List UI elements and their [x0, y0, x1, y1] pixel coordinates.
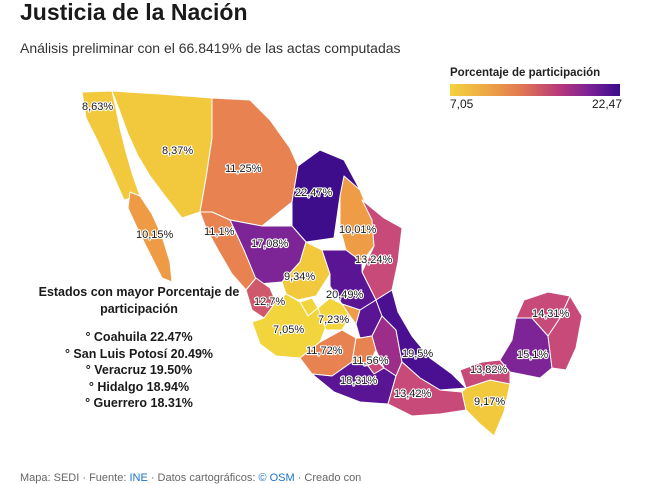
state-baja-california[interactable]	[81, 90, 141, 201]
osm-link[interactable]: © OSM	[258, 472, 295, 484]
page-title: Justicia de la Nación	[20, 0, 248, 25]
annotation-item: ° Veracruz 19.50%	[85, 363, 193, 377]
legend-title: Porcentaje de participación	[450, 67, 601, 79]
source-middle: · Datos cartográficos:	[147, 472, 259, 484]
annotation-title: Estados con mayor Porcentaje de particip…	[38, 285, 240, 316]
label-sonora: 8,37%	[162, 145, 193, 157]
top-states-annotation: Estados con mayor Porcentaje de particip…	[26, 284, 252, 412]
label-estado-de-mexico: 11,56%	[352, 355, 389, 367]
color-legend: Porcentaje de participación 7,05 22,47	[450, 67, 622, 111]
label-nayarit: 12,7%	[254, 296, 285, 308]
label-chihuahua: 11,25%	[225, 163, 262, 175]
label-guerrero: 18,31%	[340, 375, 378, 387]
label-michoacan: 11,72%	[306, 345, 343, 357]
annotation-item: ° Guerrero 18.31%	[85, 396, 193, 410]
label-quintana-roo: 14,31%	[532, 308, 570, 320]
label-san-luis-potosi: 20,49%	[326, 289, 364, 301]
legend-min-label: 7,05	[450, 97, 474, 111]
label-coahuila: 22,47%	[295, 187, 333, 199]
label-oaxaca: 13,42%	[394, 388, 432, 400]
label-jalisco: 7,05%	[273, 324, 304, 336]
label-aguascalientes: 7,23%	[318, 314, 349, 326]
state-quintana-roo[interactable]	[547, 295, 583, 371]
label-sinaloa: 11,1%	[204, 226, 235, 238]
source-suffix: · Creado con	[294, 472, 362, 484]
label-baja-california-sur: 10,15%	[136, 229, 174, 241]
state-chihuahua[interactable]	[199, 97, 299, 227]
label-chiapas: 9,17%	[474, 396, 505, 408]
label-veracruz: 19,5%	[402, 348, 433, 360]
state-oaxaca[interactable]	[387, 361, 467, 417]
page-subtitle: Análisis preliminar con el 66.8419% de l…	[20, 40, 401, 56]
annotation-item: ° Hidalgo 18.94%	[88, 379, 190, 394]
label-zacatecas: 9,34%	[284, 271, 315, 283]
legend-max-label: 22,47	[591, 97, 622, 111]
legend-gradient-bar	[450, 84, 620, 96]
annotation-item: ° Coahuila 22.47%	[85, 330, 193, 344]
label-tamaulipas: 13,24%	[355, 254, 393, 266]
state-baja-california-sur[interactable]	[127, 191, 173, 283]
source-prefix: Mapa: SEDI · Fuente:	[20, 472, 130, 484]
state-tabasco[interactable]	[459, 359, 511, 389]
label-tabasco: 13,82%	[470, 364, 508, 376]
legend-scale-labels: 7,05 22,47	[450, 97, 622, 111]
state-coahuila[interactable]	[291, 149, 361, 243]
source-footer: Mapa: SEDI · Fuente: INE · Datos cartogr…	[20, 472, 361, 484]
annotation-item: ° San Luis Potosí 20.49%	[64, 346, 214, 361]
state-chiapas[interactable]	[461, 379, 511, 437]
state-guerrero[interactable]	[311, 361, 397, 405]
label-nuevo-leon: 10,01%	[339, 224, 377, 236]
state-nuevo-leon[interactable]	[339, 175, 375, 263]
ine-link[interactable]: INE	[129, 472, 148, 484]
label-campeche: 15,1%	[517, 349, 548, 361]
label-baja-california: 8,63%	[82, 101, 113, 113]
label-durango: 17,08%	[251, 238, 289, 250]
